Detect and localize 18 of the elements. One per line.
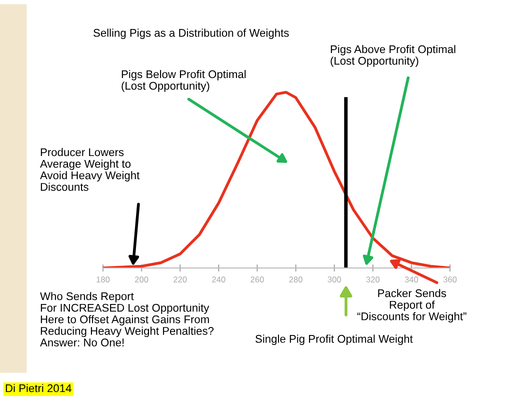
annotation: Producer Lowers Average Weight to Avoid Heavy Weight Discounts: [40, 148, 140, 191]
x-tick-label: 340: [404, 276, 418, 282]
x-tick-label: 200: [135, 276, 148, 282]
chart-title: Selling Pigs as a Distribution of Weights: [94, 28, 289, 39]
x-tick-label: 300: [328, 276, 341, 282]
text: Pigs Above Profit Optimal (Lost Opportunity): [330, 45, 456, 67]
text: Pigs Below Profit Optimal (Lost Opportunity): [122, 70, 246, 92]
text: Who Sends Report For INCREASED Lost Opportunity Here to Offset Against Gains From Reducing Heavy Weight Penalties? Answer: No One!: [40, 292, 214, 346]
text: Di Pietri 2014: [6, 384, 72, 392]
text: Packer Sends Report of “Discounts for Weight”: [357, 289, 466, 322]
x-tick-label: 180: [96, 276, 110, 282]
x-tick-label: 360: [443, 276, 457, 282]
x-tick-label: 220: [174, 276, 187, 282]
x-tick-label: 240: [212, 276, 226, 282]
ref-line-label: Single Pig Profit Optimal Weight: [256, 334, 413, 345]
x-tick-label: 260: [250, 276, 264, 282]
x-tick-label: 280: [289, 276, 302, 282]
x-tick-label: 320: [366, 276, 380, 282]
